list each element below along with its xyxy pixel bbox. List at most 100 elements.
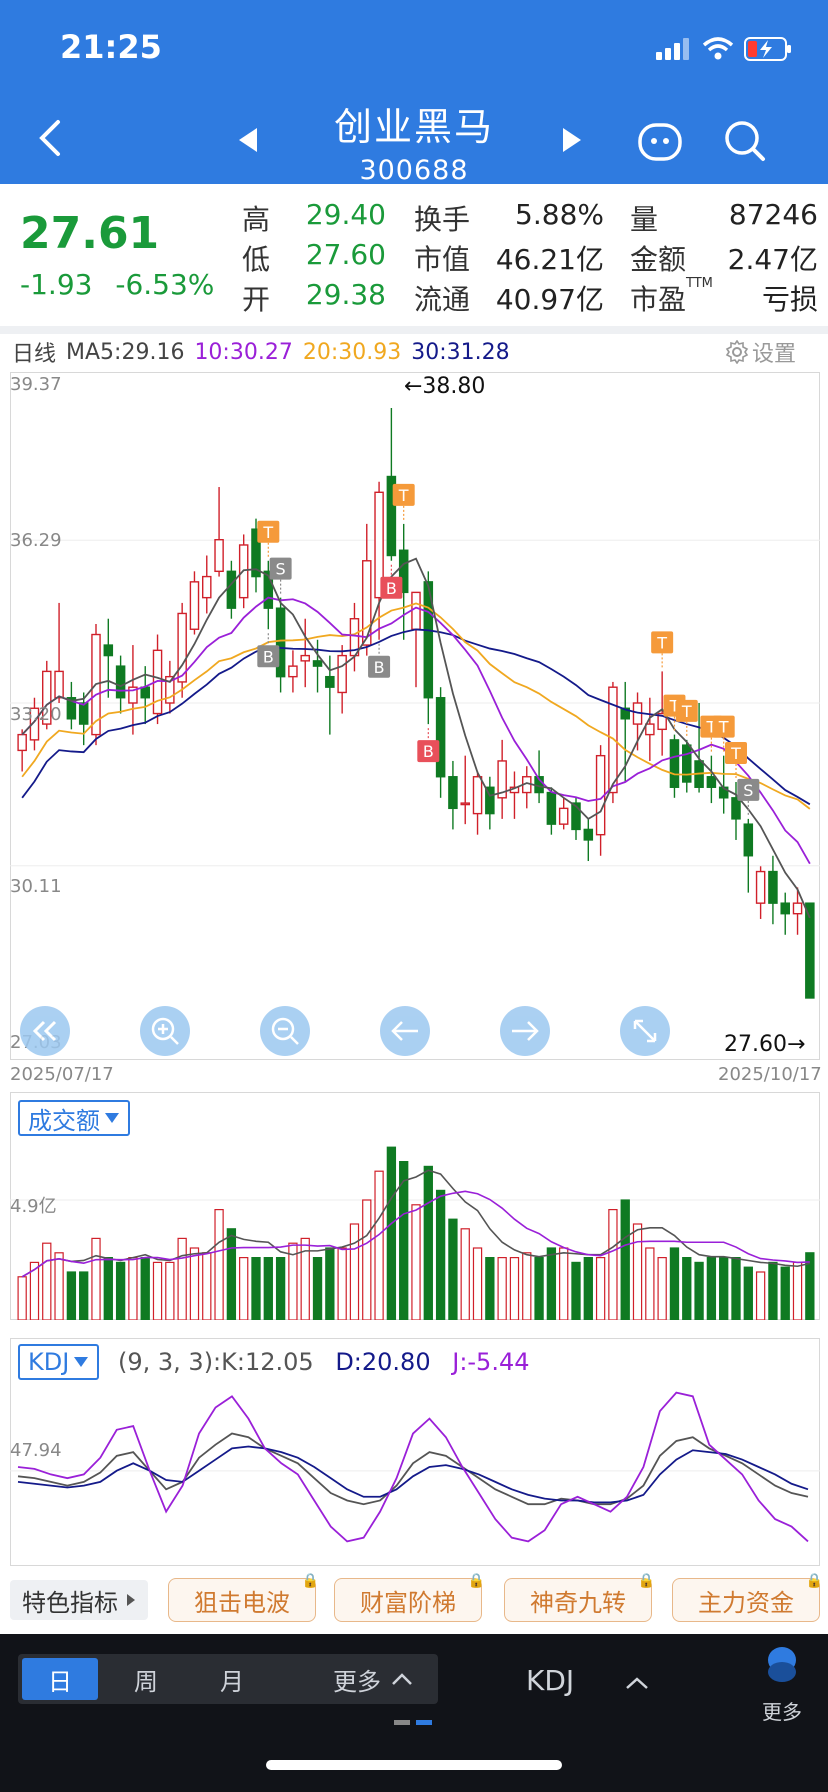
ma20-line <box>21 602 811 810</box>
bottom-indicator-selector[interactable]: KDJ <box>526 1664 649 1697</box>
volume-bar <box>595 1257 606 1320</box>
header-bar: 21:25 创业黑马 300688 <box>0 0 828 186</box>
zoom-out-button[interactable] <box>260 1006 310 1056</box>
signal-text: T <box>656 633 667 652</box>
candle-body <box>768 870 778 904</box>
candle-body <box>571 802 581 831</box>
candle-body <box>657 712 667 731</box>
scroll-left-button[interactable] <box>380 1006 430 1056</box>
volume-bar <box>682 1257 692 1320</box>
signal-text: S <box>276 560 286 579</box>
page-dot-1 <box>394 1720 410 1725</box>
scroll-start-button[interactable] <box>20 1006 70 1056</box>
next-stock-button[interactable] <box>556 124 588 156</box>
fullscreen-button[interactable] <box>620 1006 670 1056</box>
volume-chart[interactable] <box>10 1092 820 1320</box>
volume-bar <box>42 1242 52 1320</box>
chevron-up-icon <box>626 1677 648 1689</box>
volume-bar <box>325 1247 335 1320</box>
period-week[interactable]: 周 <box>134 1667 158 1696</box>
signal-text: T <box>262 523 273 542</box>
volume-bar <box>140 1257 150 1320</box>
candle-body <box>165 675 175 704</box>
scroll-right-button[interactable] <box>500 1006 550 1056</box>
feature-wealth-ladder[interactable]: 财富阶梯 🔒 <box>334 1573 485 1622</box>
candle-body <box>288 665 298 678</box>
zoom-in-button[interactable] <box>140 1006 190 1056</box>
period-day[interactable]: 日 <box>22 1658 98 1700</box>
candle-body <box>140 686 150 699</box>
quote-label-volume: 量 <box>630 203 659 236</box>
back-button[interactable] <box>28 116 72 160</box>
signal-badge <box>737 778 760 801</box>
gear-icon <box>725 340 749 364</box>
candle-body <box>411 591 421 630</box>
section-divider <box>0 326 828 334</box>
kdj-k-value: K:12.05 <box>221 1348 314 1376</box>
volume-bar <box>79 1271 89 1320</box>
search-icon <box>725 121 765 161</box>
volume-bar <box>177 1237 187 1320</box>
more-label: 更多 <box>762 1700 802 1724</box>
y-tick-4: 30.11 <box>10 876 62 897</box>
volume-bar <box>288 1242 298 1320</box>
volume-bar <box>189 1247 200 1320</box>
page-dot-2 <box>416 1720 432 1725</box>
candle-body <box>448 776 458 810</box>
home-indicator <box>266 1760 562 1770</box>
arrow-right-icon <box>512 1021 539 1041</box>
ma-period-label: 日线 <box>12 342 57 367</box>
prev-stock-button[interactable] <box>232 124 264 156</box>
kdj-chart-frame[interactable] <box>10 1338 820 1566</box>
volume-bar <box>657 1257 667 1320</box>
signal-icon <box>656 38 689 60</box>
change-amount: -1.93 <box>20 268 93 301</box>
lock-icon: 🔒 <box>301 1573 319 1589</box>
candle-body <box>743 823 754 857</box>
candle-body <box>546 791 557 825</box>
candle-body <box>682 744 692 783</box>
volume-bar <box>706 1257 717 1320</box>
volume-bar <box>571 1261 581 1320</box>
feature-indicator-menu[interactable]: 特色指标 <box>10 1580 148 1620</box>
volume-bar <box>608 1208 618 1320</box>
volume-ma10-line <box>21 1190 810 1278</box>
period-more[interactable]: 更多 <box>318 1658 428 1700</box>
volume-indicator-select[interactable]: 成交额 <box>18 1100 130 1136</box>
candle-body <box>263 570 274 609</box>
volume-bar <box>632 1223 643 1320</box>
robot-assistant-button[interactable] <box>636 118 684 166</box>
volume-bar <box>768 1261 778 1320</box>
feature-btn-label: 财富阶梯 <box>360 1588 456 1617</box>
candle-body <box>312 660 323 667</box>
chart-settings-button[interactable]: 设置 <box>725 336 806 368</box>
ma10-value: 10:30.27 <box>194 339 293 365</box>
search-button[interactable] <box>720 116 770 166</box>
change-percent: -6.53% <box>115 268 215 301</box>
signal-badge <box>712 715 735 738</box>
kline-chart-frame[interactable] <box>10 372 820 1060</box>
triangle-left-icon <box>239 128 257 152</box>
signal-text: T <box>718 718 729 737</box>
kdj-indicator-select[interactable]: KDJ <box>18 1344 100 1380</box>
feature-magic-nine[interactable]: 神奇九转 🔒 <box>504 1573 655 1622</box>
candle-body <box>792 902 803 915</box>
kdj-d-value: D:20.80 <box>335 1348 431 1376</box>
chart-low-label: 27.60→ <box>724 1032 806 1057</box>
kdj-selector-label: KDJ <box>28 1348 70 1376</box>
quote-label-amount: 金额 <box>630 243 687 276</box>
more-menu-button[interactable]: 更多 <box>752 1646 812 1726</box>
feature-sniper-wave[interactable]: 狙击电波 🔒 <box>168 1573 319 1622</box>
candle-body <box>66 697 77 720</box>
candle-body <box>620 707 630 720</box>
signal-text: T <box>669 697 680 716</box>
double-chevron-left-icon <box>32 1020 57 1042</box>
kdj-chart[interactable] <box>10 1338 820 1566</box>
volume-bar <box>374 1170 384 1320</box>
feature-main-funds[interactable]: 主力资金 🔒 <box>672 1573 823 1622</box>
period-month[interactable]: 月 <box>220 1667 244 1696</box>
ma20-value: 20:30.93 <box>302 339 402 365</box>
volume-bar <box>522 1252 532 1320</box>
candle-body <box>78 702 89 725</box>
